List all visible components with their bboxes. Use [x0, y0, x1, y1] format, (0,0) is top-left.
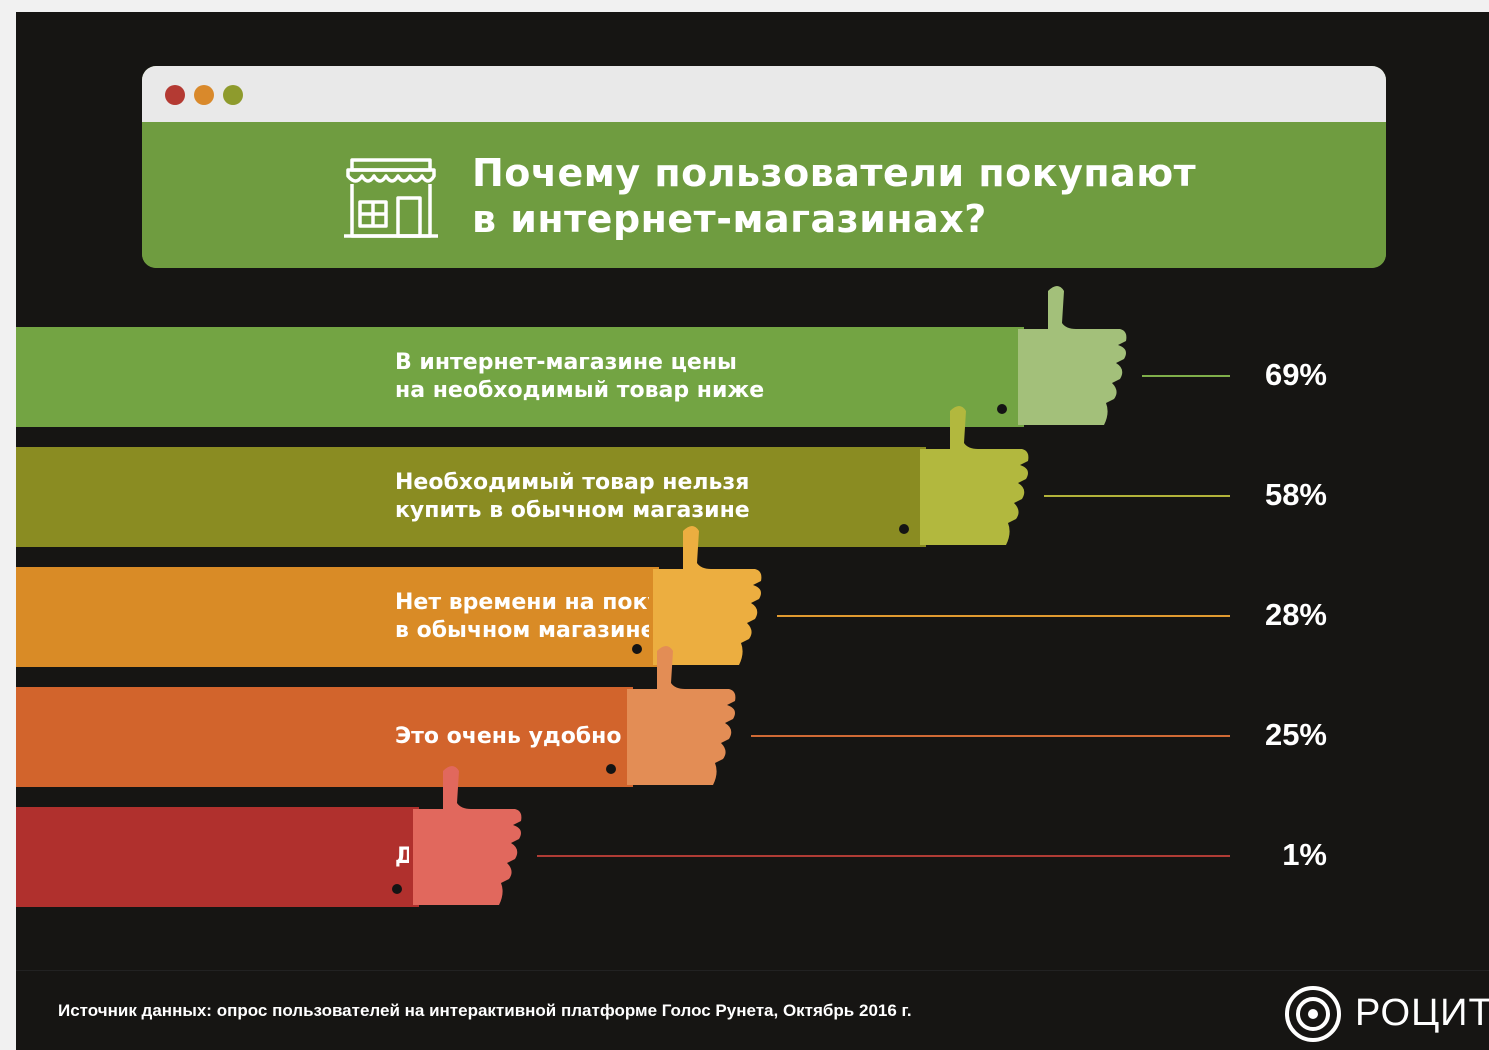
- value-label: 69%: [1264, 357, 1327, 392]
- browser-window-header: Почему пользователи покупают в интернет-…: [142, 66, 1386, 268]
- window-close-dot: [165, 85, 185, 105]
- store-icon: [344, 158, 438, 238]
- bar-label: Необходимый товар нельзя купить в обычном…: [395, 447, 750, 547]
- logo-text: РОЦИТ: [1355, 992, 1489, 1034]
- title-banner: Почему пользователи покупают в интернет-…: [142, 122, 1386, 268]
- bar-label: Это очень удобно: [395, 687, 621, 787]
- target-circle-icon: [1285, 986, 1341, 1042]
- title-line-2: в интернет-магазинах?: [472, 197, 987, 241]
- leader-line: [777, 615, 1230, 617]
- leader-line: [1044, 495, 1230, 497]
- bar-label-line: В интернет-магазине цены: [395, 350, 737, 375]
- bar-label-line: купить в обычном магазине: [395, 498, 750, 523]
- leader-line: [750, 735, 1230, 737]
- leader-line: [536, 855, 1230, 857]
- page-title: Почему пользователи покупают в интернет-…: [472, 150, 1196, 242]
- thumbs-up-icon: [391, 766, 522, 907]
- bar-1: [16, 327, 1025, 427]
- browser-toolbar: [142, 66, 1386, 122]
- leader-line: [1142, 375, 1230, 377]
- bar-4: [16, 687, 633, 787]
- value-label: 58%: [1264, 477, 1327, 512]
- value-label: 28%: [1264, 597, 1327, 632]
- thumbs-up-icon: [997, 286, 1127, 427]
- bar-3: [16, 567, 660, 667]
- thumbs-up-icon: [632, 526, 762, 667]
- value-label: 1%: [1282, 837, 1327, 872]
- thumbs-up-icon: [899, 406, 1029, 547]
- bar-label-line: Необходимый товар нельзя: [395, 470, 750, 495]
- bar-2: [16, 447, 927, 547]
- bar-label: В интернет-магазине цены на необходимый т…: [395, 327, 764, 427]
- window-minimize-dot: [194, 85, 214, 105]
- window-maximize-dot: [223, 85, 243, 105]
- value-label: 25%: [1264, 717, 1327, 752]
- bar-label-line: на необходимый товар ниже: [395, 378, 765, 403]
- rocit-logo: РОЦИТ: [1283, 984, 1489, 1044]
- thumbs-up-icon: [605, 646, 735, 787]
- bar-label-line: Это очень удобно: [395, 724, 622, 749]
- footer-divider: [16, 970, 1489, 971]
- title-line-1: Почему пользователи покупают: [472, 151, 1197, 195]
- bar-label-line: в обычном магазине: [395, 618, 656, 643]
- source-note: Источник данных: опрос пользователей на …: [58, 1001, 912, 1020]
- bar-5: [16, 807, 419, 907]
